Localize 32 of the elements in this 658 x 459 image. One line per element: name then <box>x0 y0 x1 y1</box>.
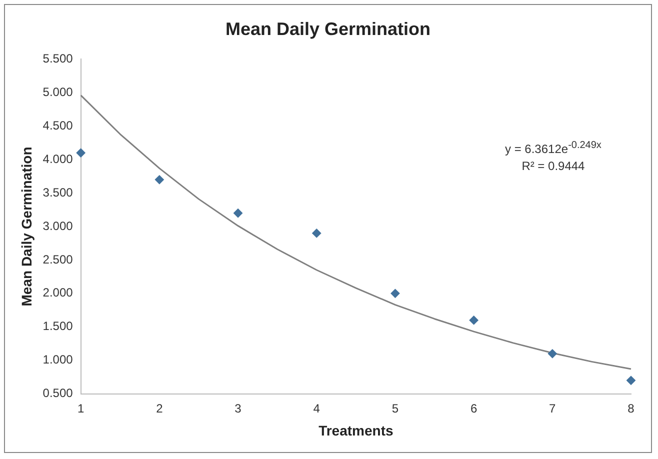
chart-title: Mean Daily Germination <box>224 19 432 40</box>
y-tick-label: 2.000 <box>42 286 74 300</box>
x-tick-label: 1 <box>77 401 84 416</box>
x-tick-label: 5 <box>392 401 399 416</box>
y-tick-label: 1.500 <box>42 319 74 334</box>
x-axis-title: Treatments <box>318 422 394 438</box>
y-tick-label: 1.000 <box>42 352 74 367</box>
point <box>312 228 322 238</box>
y-axis-title: Mean Daily Germination <box>18 146 34 306</box>
point <box>548 349 557 358</box>
y-tick-label: 5.000 <box>42 84 74 99</box>
point <box>469 316 478 325</box>
y-tick-label: 4.000 <box>42 152 74 166</box>
x-tick-label: 8 <box>628 401 635 416</box>
x-tick-label: 2 <box>156 401 164 416</box>
point <box>76 148 86 158</box>
point <box>234 208 243 218</box>
y-tick-label: 3.500 <box>42 185 74 200</box>
x-tick-label: 6 <box>470 401 478 416</box>
y-tick-label: 3.000 <box>42 218 74 233</box>
x-tick-label: 3 <box>234 401 242 416</box>
y-tick-label: 4.500 <box>42 118 74 132</box>
y-tick-label: 2.500 <box>42 252 74 266</box>
point <box>154 175 164 184</box>
y-tick-label: 0.500 <box>42 386 74 400</box>
annotation: y = 6.3612e$^{-0.249x}$ <box>505 139 602 158</box>
x-tick-label: 7 <box>549 401 556 416</box>
x-tick-label: 4 <box>313 401 320 416</box>
annotation: R² = 0.9444 <box>520 158 586 175</box>
point <box>626 376 636 385</box>
point <box>390 288 400 298</box>
y-tick-label: 5.500 <box>42 52 74 66</box>
